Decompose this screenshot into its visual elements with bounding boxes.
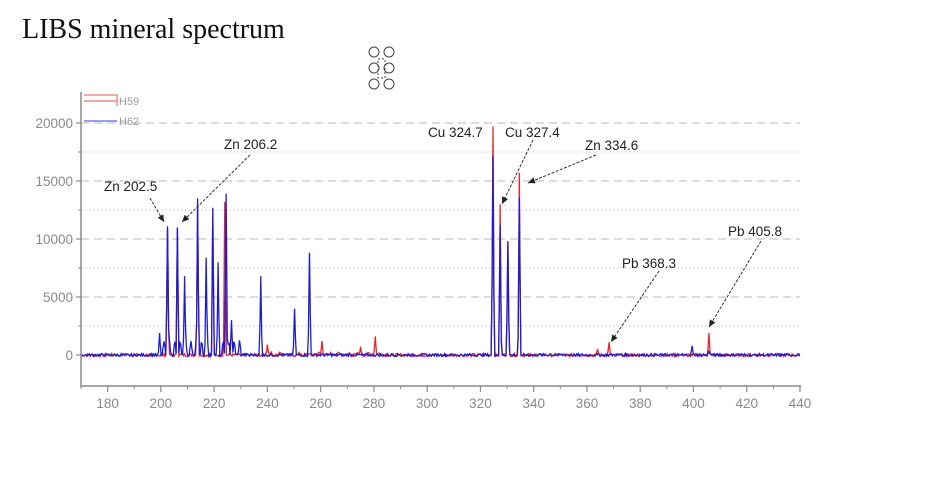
- annotation-arrowhead-icon: [182, 214, 190, 222]
- legend-swatch-h59: [84, 94, 118, 106]
- y-tick-label: 5000: [43, 290, 73, 305]
- peak-annotation-label: Cu 327.4: [505, 125, 560, 140]
- peak-annotation-label: Zn 202.5: [104, 179, 157, 194]
- y-tick-label: 10000: [35, 232, 73, 247]
- annotation-arrowhead-icon: [528, 177, 536, 184]
- annotation-arrow-line: [501, 139, 534, 205]
- drag-handle-icon[interactable]: [364, 44, 400, 94]
- y-tick-label: 0: [65, 348, 73, 363]
- x-tick-label: 240: [256, 396, 279, 411]
- legend-label-h59: H59: [119, 96, 139, 108]
- series-line-h62: [80, 155, 801, 359]
- x-tick-label: 420: [735, 396, 758, 411]
- peak-annotation-label: Pb 368.3: [622, 256, 676, 271]
- x-tick-label: 220: [203, 396, 226, 411]
- x-tick-label: 360: [576, 396, 599, 411]
- annotation-arrow-line: [527, 154, 597, 184]
- x-tick-label: 440: [789, 396, 812, 411]
- annotation-arrowhead-icon: [709, 319, 716, 327]
- chart-legend: H59 H62: [84, 94, 139, 128]
- x-tick-label: 320: [469, 396, 492, 411]
- annotation-arrow-line: [181, 154, 251, 223]
- x-tick-label: 380: [629, 396, 652, 411]
- x-tick-label: 300: [416, 396, 439, 411]
- peak-annotation-label: Pb 405.8: [728, 224, 782, 239]
- x-tick-label: 280: [363, 396, 386, 411]
- x-tick-label: 260: [309, 396, 332, 411]
- annotation-arrow-line: [610, 270, 660, 343]
- grid-lines: [81, 122, 800, 327]
- annotation-arrowhead-icon: [611, 334, 618, 342]
- peak-annotation-label: Zn 206.2: [224, 137, 277, 152]
- page-title: LIBS mineral spectrum: [22, 14, 285, 45]
- peak-annotation-label: Cu 324.7: [428, 125, 483, 140]
- y-tick-label: 15000: [35, 174, 73, 189]
- spectrum-series: [80, 126, 801, 359]
- chart-axes: 0 5000 10000 15000 20000 180 200 220 240 260 280 30…: [35, 92, 811, 411]
- y-tick-label: 20000: [35, 116, 73, 131]
- legend-label-h62: H62: [119, 116, 139, 128]
- peak-annotations: Zn 202.5 Zn 206.2 Cu 324.7 Cu 327.4 Zn 334.6…: [104, 125, 782, 343]
- peak-annotation-label: Zn 334.6: [585, 138, 638, 153]
- annotation-arrowhead-icon: [157, 214, 164, 222]
- annotation-arrow-line: [708, 240, 762, 328]
- series-line-h59: [80, 126, 801, 359]
- x-tick-label: 200: [150, 396, 173, 411]
- x-tick-label: 180: [96, 396, 119, 411]
- annotation-arrowhead-icon: [502, 196, 508, 204]
- x-tick-label: 400: [682, 396, 705, 411]
- x-tick-label: 340: [522, 396, 545, 411]
